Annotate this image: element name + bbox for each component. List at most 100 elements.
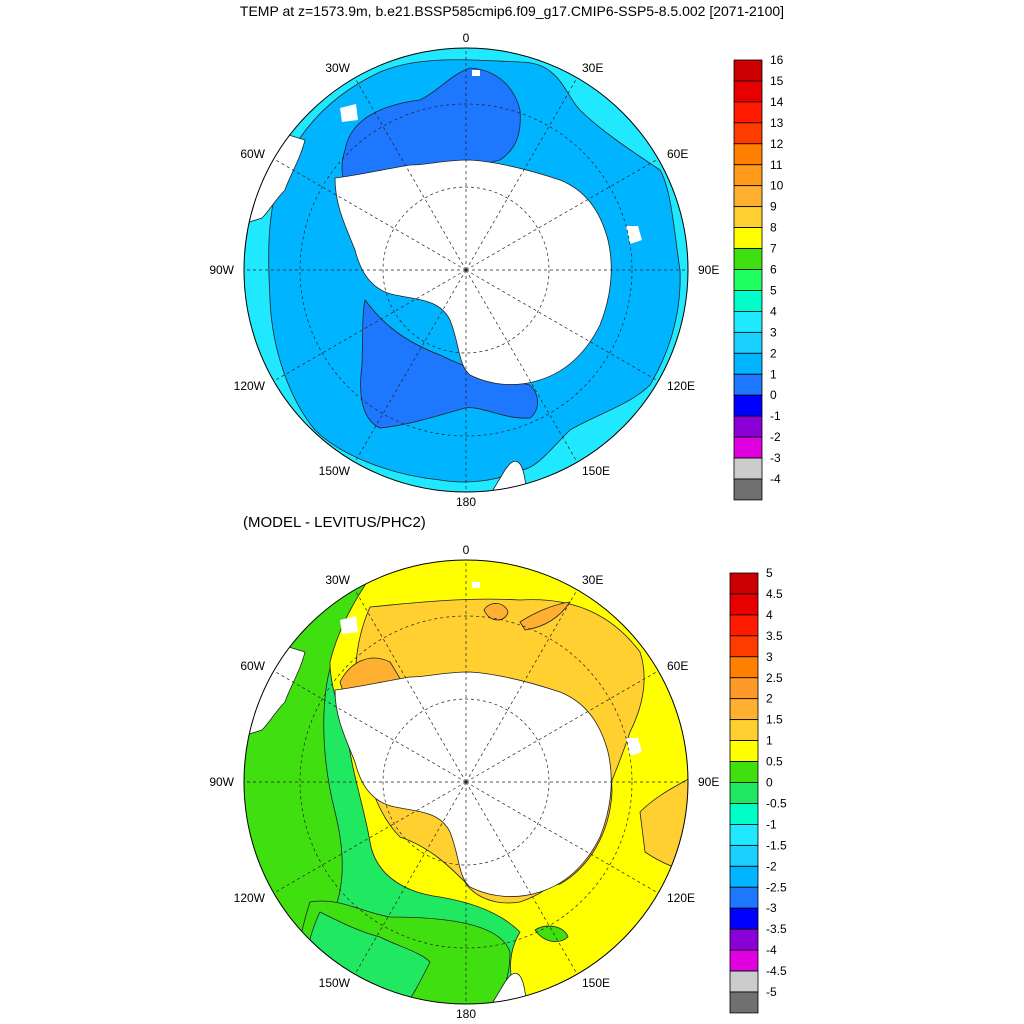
colorbar-swatch [729, 761, 759, 783]
colorbar-swatch [733, 394, 763, 417]
colorbar-swatch [733, 310, 763, 333]
lon-label-90w: 90W [209, 775, 234, 789]
lon-label-30w: 30W [325, 573, 350, 587]
colorbar-swatch [729, 907, 759, 930]
colorbar-label: -1.5 [766, 838, 787, 852]
colorbar-swatch [733, 415, 763, 438]
colorbar-swatch [733, 457, 763, 480]
colorbar-label: -5 [766, 985, 777, 999]
colorbar-label: -4 [766, 943, 777, 957]
colorbar-label: -4 [770, 472, 781, 486]
bouvet-island [472, 582, 480, 588]
antarctica-land [334, 671, 612, 897]
colorbar-label: 1 [770, 367, 777, 381]
colorbar-label: 4 [766, 608, 773, 622]
longitude-labels: 0 30E 60E 90E 120E 150E 180 150W 120W 90… [209, 31, 719, 509]
colorbar-label: 11 [770, 158, 783, 172]
colorbar-swatch [729, 991, 759, 1014]
colorbar-swatch [733, 269, 763, 291]
antarctica-land [334, 159, 612, 385]
colorbar-label: 10 [770, 179, 784, 193]
graticule [244, 560, 688, 1004]
colorbar-swatch [729, 572, 759, 595]
bottom-colorbar: 5 4.5 4 3.5 3 2.5 2 1.5 1 0.5 0 -0.5 -1 -1.5 -2 -2.5 -3 -… [729, 566, 787, 1014]
colorbar-swatch [729, 740, 759, 762]
colorbar-label: 7 [770, 242, 777, 256]
colorbar-label: 1 [766, 734, 773, 748]
colorbar-label: 14 [770, 95, 784, 109]
lon-label-60w: 60W [240, 659, 265, 673]
colorbar-swatch [729, 593, 759, 616]
colorbar-label: 0 [770, 388, 777, 402]
colorbar-swatch [729, 803, 759, 825]
colorbar-label: 8 [770, 221, 777, 235]
colorbar-label: 5 [766, 566, 773, 580]
colorbar-swatch [733, 80, 763, 103]
colorbar-label: 6 [770, 263, 777, 277]
lon-label-120w: 120W [234, 891, 266, 905]
bottom-map-title: (MODEL - LEVITUS/PHC2) [243, 514, 426, 531]
colorbar-label: -3 [766, 901, 777, 915]
colorbar-label: 0.5 [766, 755, 783, 769]
colorbar-swatch [729, 698, 759, 721]
colorbar-label: -2.5 [766, 880, 787, 894]
colorbar-swatch [733, 227, 763, 249]
colorbar-swatch [733, 436, 763, 459]
lon-label-0: 0 [463, 31, 470, 45]
south-georgia-island [340, 616, 358, 634]
colorbar-label: -3.5 [766, 922, 787, 936]
colorbar-swatch [729, 614, 759, 637]
colorbar-swatch [733, 352, 763, 375]
top-polar-map: 0 30E 60E 90E 120E 150E 180 150W 120W 90… [209, 31, 784, 509]
colorbar-label: 4 [770, 304, 777, 318]
top-map-title: TEMP at z=1573.9m, b.e21.BSSP585cmip6.f0… [239, 3, 785, 19]
colorbar-label: 0 [766, 776, 773, 790]
south-georgia-island [340, 104, 358, 122]
colorbar-label: 3.5 [766, 629, 783, 643]
colorbar-swatch [729, 949, 759, 972]
colorbar-label: 13 [770, 116, 784, 130]
colorbar-swatch [733, 206, 763, 228]
colorbar-swatch [729, 635, 759, 658]
kerguelen-island [626, 226, 642, 244]
colorbar-label: -0.5 [766, 796, 787, 810]
colorbar-swatch [733, 185, 763, 208]
colorbar-swatch [729, 865, 759, 888]
colorbar-swatch [729, 677, 759, 700]
colorbar-label: 3 [770, 325, 777, 339]
colorbar-label: -3 [770, 451, 781, 465]
colorbar-swatch [733, 331, 763, 354]
lon-label-90e: 90E [698, 775, 719, 789]
colorbar-swatch [729, 886, 759, 909]
colorbar-swatch [729, 970, 759, 993]
colorbar-label: 2.5 [766, 671, 783, 685]
colorbar-label: -2 [766, 859, 777, 873]
diff-band-2-25-spot-b [519, 601, 571, 631]
colorbar-label: 5 [770, 283, 777, 297]
colorbar-swatch [729, 844, 759, 867]
colorbar-label: 1.5 [766, 713, 783, 727]
colorbar-label: 4.5 [766, 587, 783, 601]
kerguelen-island [626, 738, 642, 756]
graticule [244, 48, 688, 492]
lon-label-30e: 30E [582, 61, 603, 75]
lon-label-120w: 120W [234, 379, 266, 393]
colorbar-swatch [733, 478, 763, 501]
colorbar-swatch [733, 101, 763, 124]
colorbar-label: 15 [770, 74, 784, 88]
colorbar-swatch [733, 164, 763, 187]
longitude-labels: 0 30E 60E 90E 120E 150E 180 150W 120W 90… [209, 543, 719, 1021]
colorbar-swatch [733, 248, 763, 270]
lon-label-0: 0 [463, 543, 470, 557]
colorbar-swatch [733, 59, 763, 82]
colorbar-label: 2 [766, 692, 773, 706]
lon-label-180: 180 [456, 495, 476, 509]
colorbar-label: -1 [770, 409, 781, 423]
colorbar-swatch [729, 823, 759, 846]
lon-label-150e: 150E [582, 464, 610, 478]
lon-label-120e: 120E [667, 891, 695, 905]
bottom-polar-map: 0 30E 60E 90E 120E 150E 180 150W 120W 90… [209, 543, 787, 1021]
colorbar-label: 12 [770, 137, 784, 151]
colorbar-swatch [733, 373, 763, 396]
lon-label-60e: 60E [667, 147, 688, 161]
